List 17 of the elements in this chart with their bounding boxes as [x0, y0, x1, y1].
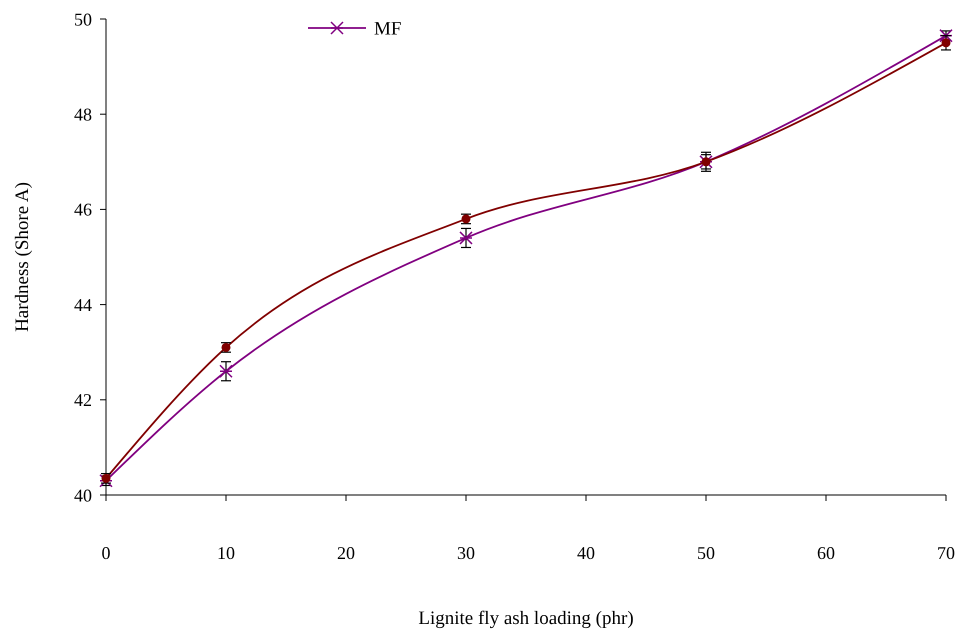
y-tick-label: 44 [74, 294, 92, 315]
x-tick-label: 10 [217, 543, 235, 563]
x-axis-title: Lignite fly ash loading (phr) [418, 608, 634, 629]
legend-label: MF [374, 18, 402, 40]
x-tick-label: 0 [102, 543, 110, 563]
y-tick-label: 42 [74, 390, 92, 410]
y-tick-label: 46 [74, 200, 92, 220]
x-tick-label: 20 [337, 543, 355, 563]
x-tick-label: 30 [457, 543, 475, 563]
y-tick-label: 48 [74, 104, 92, 124]
x-tick-label: 70 [937, 543, 955, 563]
y-tick-label: 50 [74, 9, 92, 30]
x-tick-label: 40 [577, 543, 595, 563]
x-tick-label: 60 [817, 543, 835, 563]
x-tick-label: 50 [697, 543, 715, 563]
y-axis-title: Hardness (Shore A) [12, 182, 33, 332]
y-tick-label: 40 [74, 485, 92, 506]
